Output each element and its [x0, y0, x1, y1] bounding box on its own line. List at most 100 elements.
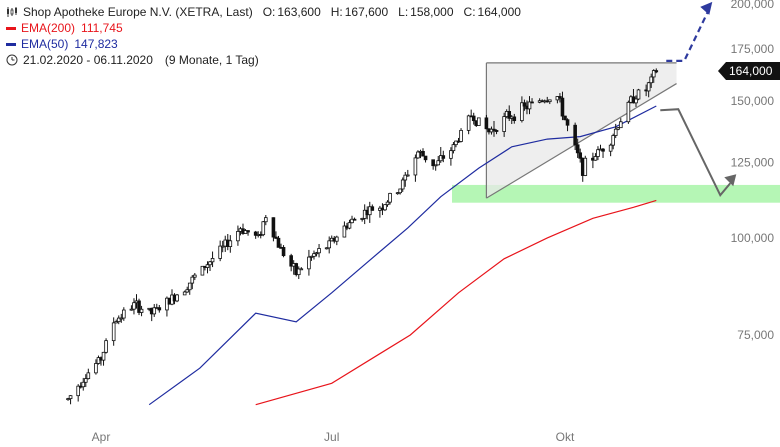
candle: [129, 305, 134, 311]
candle: [261, 220, 266, 237]
candle: [312, 250, 316, 260]
candle: [530, 98, 534, 104]
candle: [86, 368, 91, 380]
candle: [560, 91, 565, 121]
candle: [601, 148, 605, 158]
candle: [274, 231, 278, 239]
candle: [342, 221, 347, 238]
candle: [236, 225, 240, 246]
candle: [210, 251, 215, 268]
candle: [400, 177, 405, 192]
candle: [398, 188, 402, 195]
x-tick-label: Jul: [324, 430, 339, 444]
candle: [289, 253, 293, 272]
candle: [636, 88, 641, 101]
candle: [651, 69, 656, 83]
candle: [507, 105, 512, 122]
candle: [573, 122, 577, 151]
candle: [423, 155, 428, 163]
candle: [626, 100, 631, 124]
candle: [175, 293, 179, 303]
last-price-tag: 164,000: [718, 61, 780, 80]
candle: [190, 275, 195, 290]
open-value: 163,600: [277, 5, 321, 19]
candle: [350, 215, 354, 224]
candle: [383, 204, 387, 212]
candle: [200, 265, 205, 276]
candles: [66, 68, 659, 405]
candle: [76, 384, 80, 402]
candle: [563, 115, 567, 121]
candle: [593, 153, 598, 161]
candle: [436, 156, 441, 166]
candle: [471, 112, 476, 125]
candle: [335, 235, 339, 246]
candle: [157, 304, 162, 313]
candle: [416, 150, 420, 159]
ohlc-row: Shop Apotheke Europe N.V. (XETRA, Last) …: [6, 4, 523, 20]
close-value: 164,000: [477, 5, 521, 19]
candle: [466, 114, 471, 135]
candle: [405, 169, 410, 177]
y-tick-label: 150,000: [731, 94, 775, 108]
ema50-value: 147,823: [74, 37, 118, 51]
candle: [578, 148, 583, 163]
candle: [111, 317, 116, 346]
candle: [520, 96, 524, 123]
x-tick-label: Apr: [92, 430, 111, 444]
candle: [299, 267, 304, 271]
candle: [66, 397, 70, 401]
candle: [438, 147, 443, 163]
high-label: H:: [330, 5, 343, 19]
y-tick-label: 75,000: [737, 328, 774, 342]
candle: [182, 290, 187, 296]
candle: [611, 133, 615, 150]
candle: [512, 113, 517, 124]
high-value: 167,600: [344, 5, 389, 19]
close-label: C:: [463, 5, 476, 19]
candle: [558, 93, 562, 103]
candle: [94, 359, 98, 375]
candle: [281, 245, 286, 258]
ema50-legend: EMA(50) 147,823: [6, 36, 523, 52]
candle: [116, 315, 121, 325]
candle: [395, 192, 400, 195]
candle: [441, 150, 446, 163]
ema200-label: EMA(200): [21, 21, 76, 35]
bullish-scenario-arrow: [666, 1, 713, 62]
candle: [264, 214, 268, 226]
candle: [547, 99, 552, 105]
y-tick-label: 100,000: [731, 231, 775, 245]
candle: [385, 200, 390, 207]
candle: [413, 154, 418, 182]
candle: [317, 244, 321, 258]
candle: [81, 377, 86, 391]
candle: [114, 319, 119, 324]
candle: [139, 305, 144, 317]
candle: [352, 217, 357, 221]
last-price-label: 164,000: [729, 64, 773, 78]
candle: [367, 201, 372, 223]
candle: [314, 251, 319, 257]
candle: [220, 240, 225, 253]
candle: [634, 95, 638, 107]
candle: [388, 192, 392, 205]
ema50-swatch: [6, 42, 16, 46]
y-tick-label: 175,000: [731, 42, 775, 56]
candle: [378, 205, 382, 218]
candle: [104, 338, 108, 354]
candle: [193, 272, 197, 281]
candle: [327, 236, 331, 254]
candle: [618, 118, 623, 129]
candle: [596, 146, 600, 161]
candle: [459, 128, 463, 143]
candle: [370, 204, 375, 211]
period-note: (9 Monate, 1 Tag): [164, 53, 259, 67]
candle: [152, 304, 157, 317]
clock-icon: [6, 54, 18, 66]
x-axis: Apr Jul Okt: [92, 430, 575, 444]
candle: [324, 247, 329, 250]
retest-scenario-arrow: [660, 108, 737, 198]
candle: [502, 112, 506, 137]
triangle-support-line: [486, 83, 677, 199]
